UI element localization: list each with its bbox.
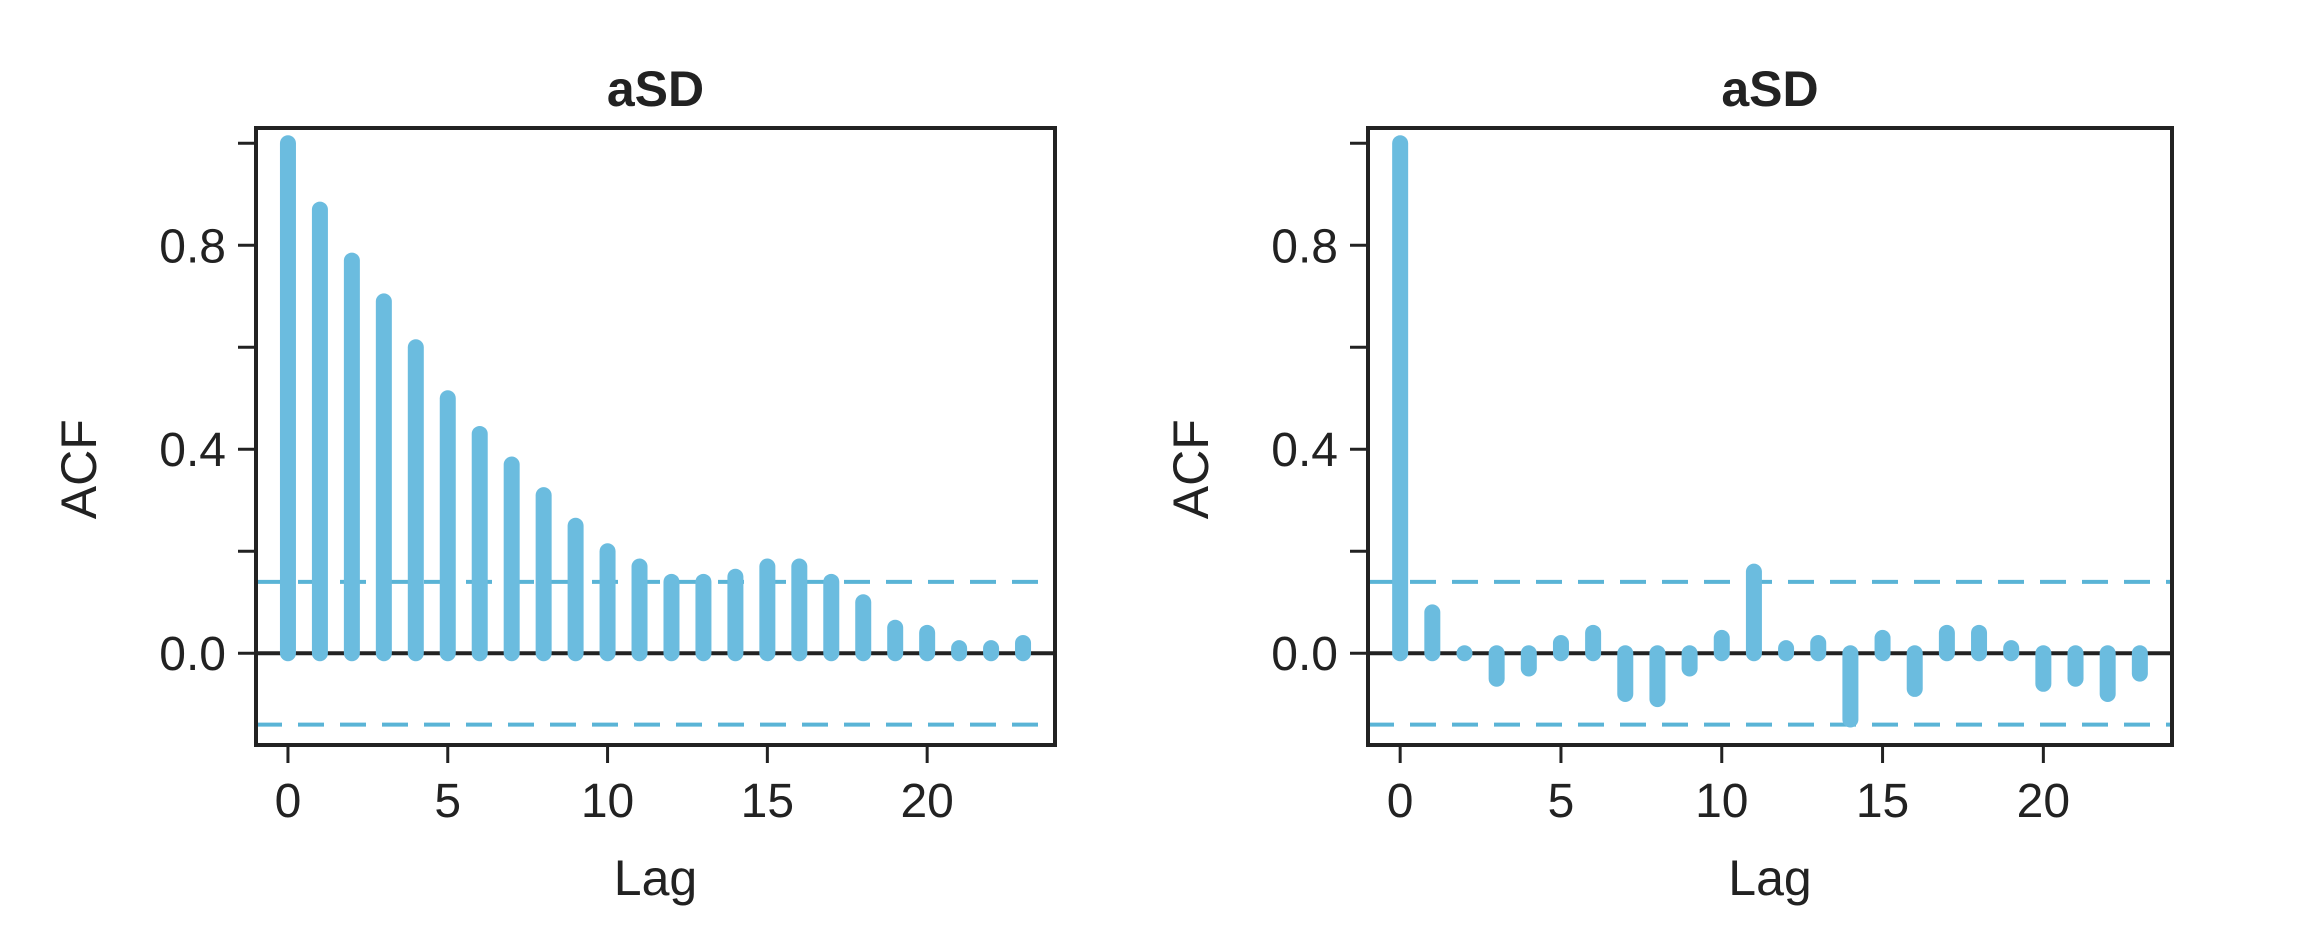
y-tick-label: 0.4 — [1271, 424, 1338, 477]
x-tick-label: 5 — [1548, 775, 1575, 828]
y-axis-label: ACF — [1163, 419, 1219, 519]
x-tick-label: 15 — [741, 775, 794, 828]
acf-panel-right: 0 5 10 15 20 0.0 0.4 0.8 aSD Lag ACF — [1163, 61, 2174, 906]
x-tick-label: 10 — [581, 775, 634, 828]
y-tick-label: 0.0 — [159, 628, 226, 681]
plot-frame — [254, 126, 1057, 747]
x-tick-label: 10 — [1695, 775, 1748, 828]
y-tick-label: 0.4 — [159, 424, 226, 477]
plot-frame — [1366, 126, 2174, 747]
x-tick-label: 0 — [275, 775, 302, 828]
y-tick-label: 0.8 — [159, 220, 226, 273]
y-tick-label: 0.8 — [1271, 220, 1338, 273]
x-tick-label: 20 — [2017, 775, 2070, 828]
x-tick-label: 0 — [1387, 775, 1414, 828]
y-axis-label: ACF — [51, 419, 107, 519]
x-axis-label: Lag — [1728, 850, 1811, 906]
x-axis-label: Lag — [614, 850, 697, 906]
x-tick-label: 20 — [900, 775, 953, 828]
x-tick-label: 5 — [434, 775, 461, 828]
y-tick-label: 0.0 — [1271, 628, 1338, 681]
x-tick-label: 15 — [1856, 775, 1909, 828]
chart-title: aSD — [607, 61, 704, 117]
chart-title: aSD — [1721, 61, 1818, 117]
acf-panel-left: 0 5 10 15 20 0.0 0.4 0.8 aSD Lag ACF — [51, 61, 1057, 906]
